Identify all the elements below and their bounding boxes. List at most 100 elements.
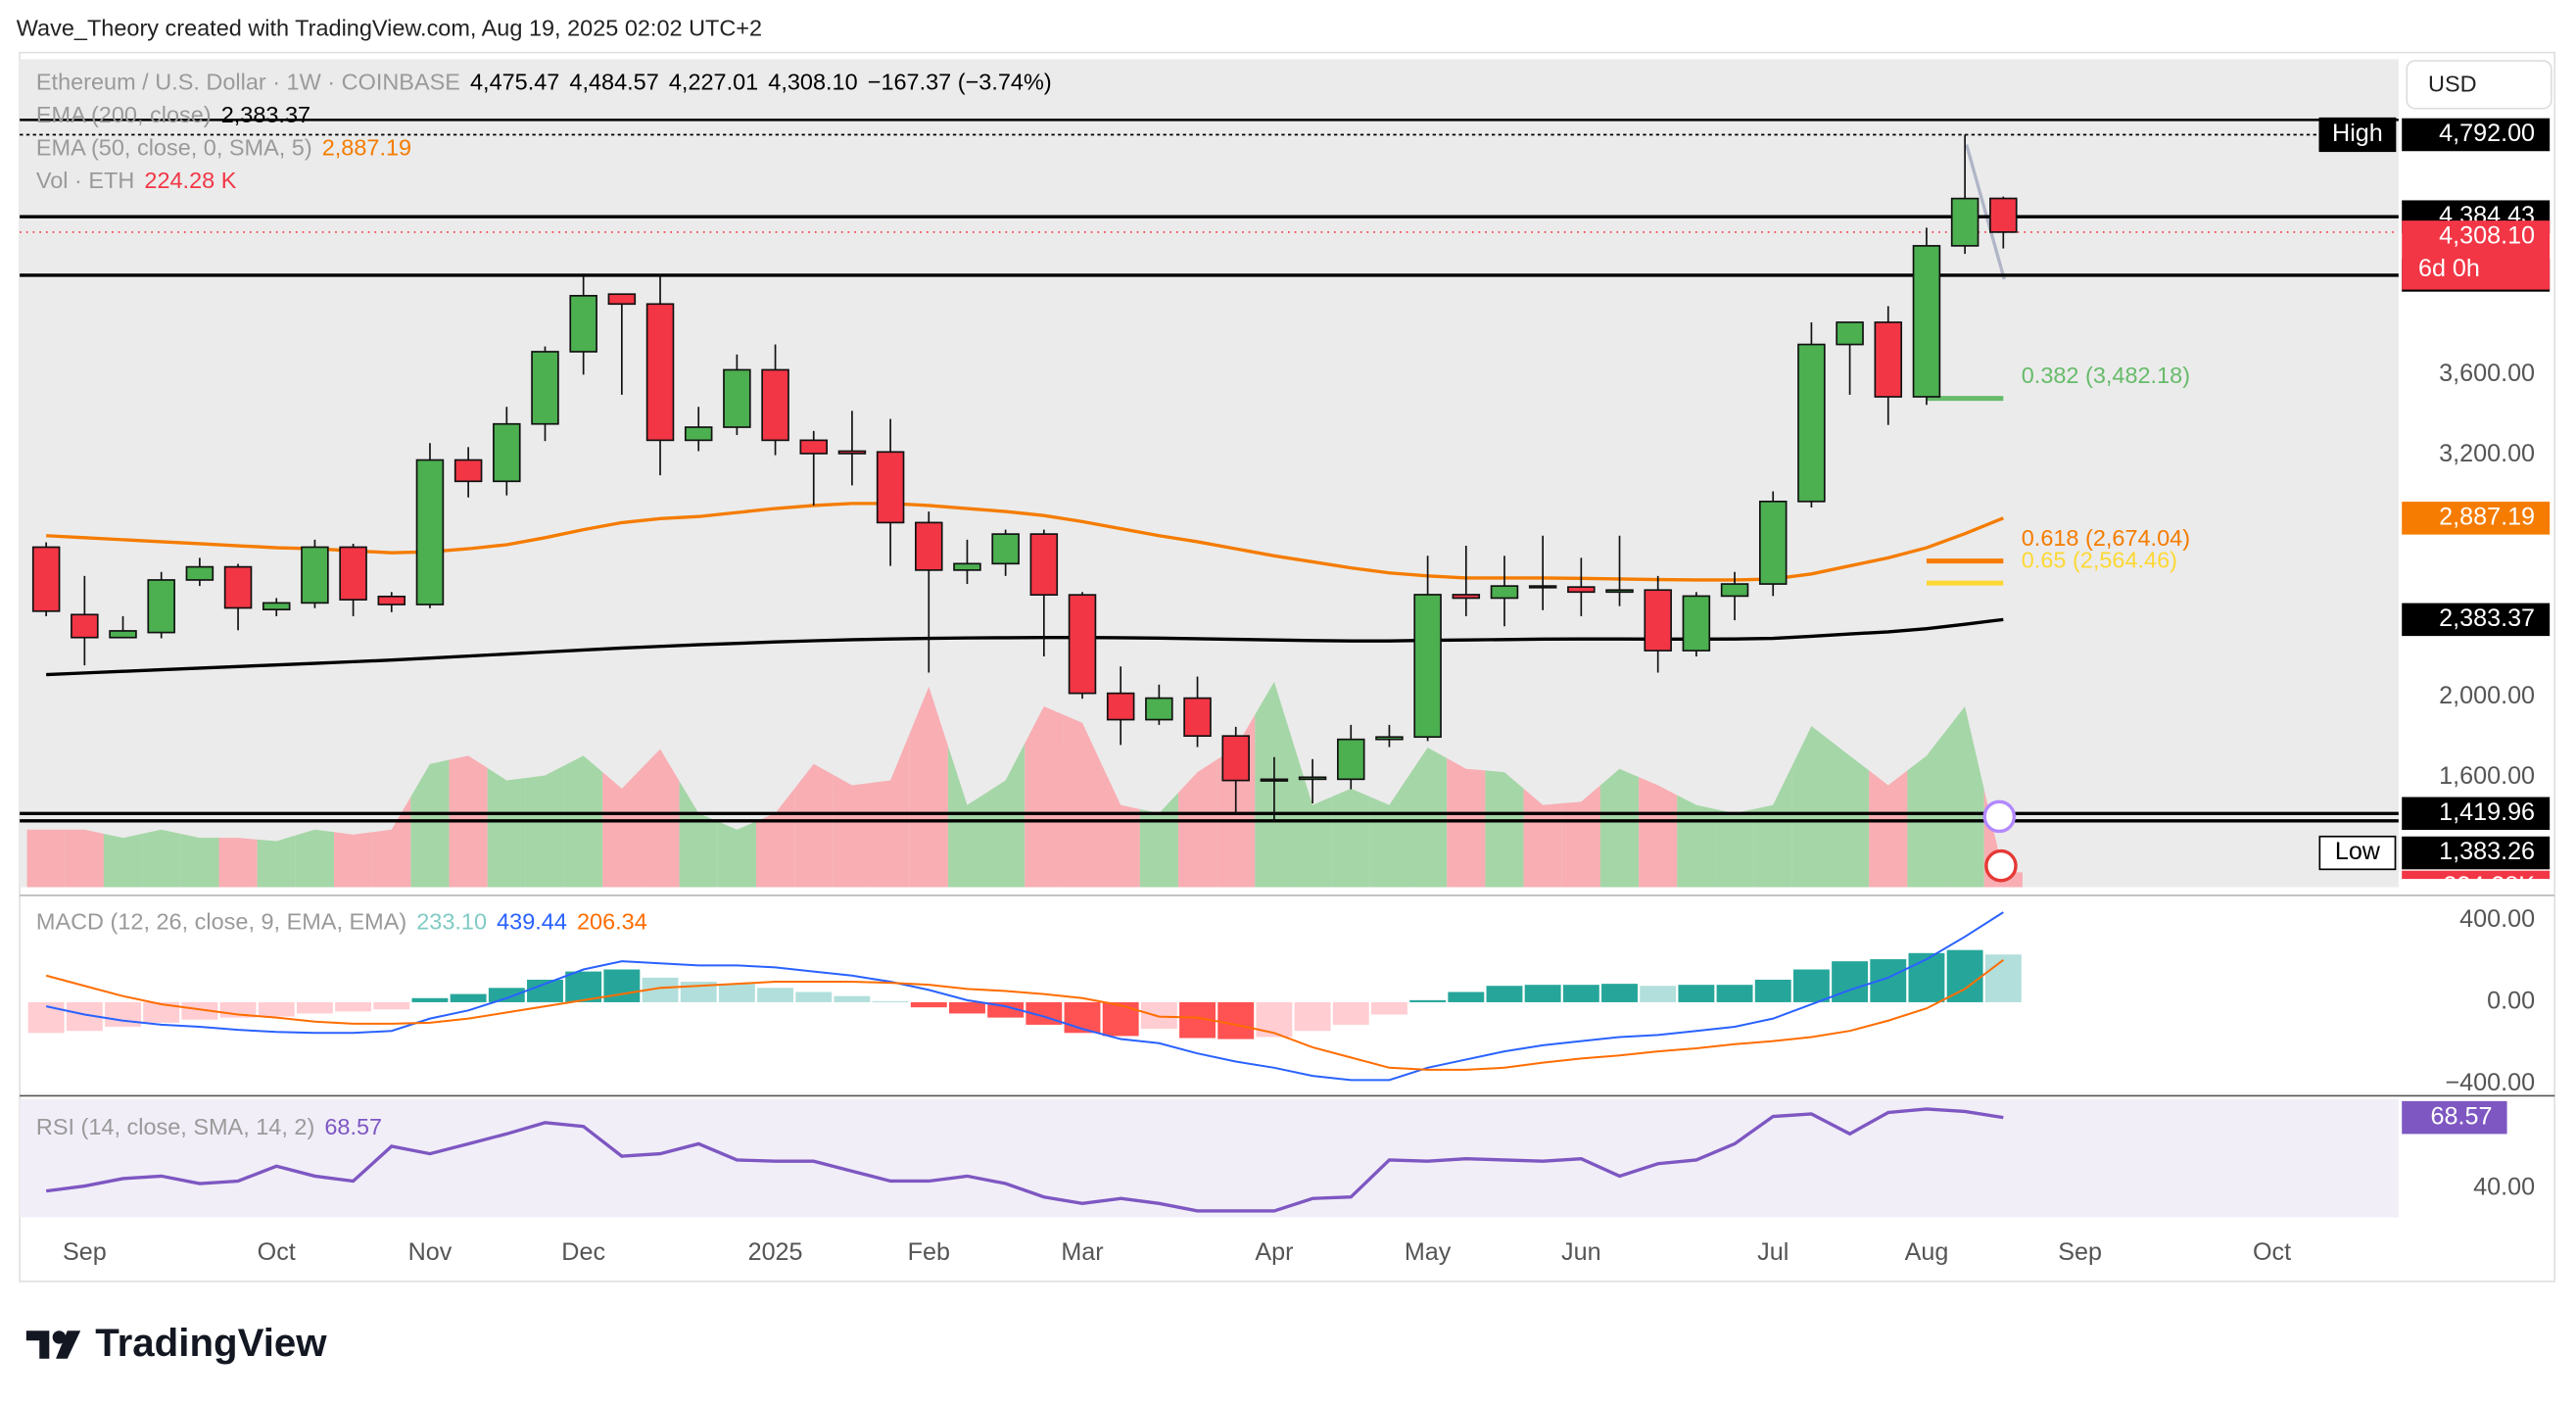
ema-label: 2,383.37 [2439, 605, 2535, 632]
logo-icon [25, 1330, 81, 1359]
volume-area [679, 781, 718, 888]
macd-bar [1946, 949, 1983, 1002]
volume-label: 224.28K [2443, 872, 2535, 899]
level-label-box [2402, 118, 2551, 152]
candle-body [991, 533, 1020, 565]
candle-body [415, 459, 445, 605]
legend-item: Vol · ETH [36, 168, 134, 193]
level-name-box [2318, 117, 2397, 153]
macd-bar [834, 995, 871, 1002]
candle-body [1912, 245, 1941, 398]
volume-area [1447, 757, 1486, 888]
candle-body [1644, 589, 1672, 652]
volume-area [641, 749, 680, 888]
candle-body [147, 579, 175, 634]
level-name-box [2318, 835, 2397, 871]
volume-area [986, 743, 1026, 888]
candle-body [684, 426, 713, 442]
volume-area [26, 829, 66, 888]
legend-item: 206.34 [577, 909, 647, 935]
candle-body [1413, 594, 1442, 739]
rsi-line [45, 1107, 2004, 1213]
event-icon [1984, 848, 2018, 883]
frame [19, 51, 2556, 1282]
macd-line [45, 911, 2004, 1082]
macd-bar [1984, 954, 2022, 1002]
logo-shape [56, 1330, 81, 1359]
ema-line [46, 617, 2004, 677]
ema-label-box [2402, 502, 2551, 535]
candle-body [1874, 321, 1903, 398]
currency-button[interactable] [2406, 60, 2552, 110]
macd-bar [1486, 986, 1523, 1002]
x-tick-label: Oct [2253, 1238, 2291, 1266]
volume-area [909, 686, 948, 888]
legend-item: 4,227.01 [669, 70, 758, 95]
ema-label: 2,887.19 [2439, 503, 2535, 530]
volume-area [1715, 808, 1754, 888]
legend-item: 233.10 [416, 909, 487, 935]
macd-bar [1102, 1001, 1139, 1037]
volume-area [1907, 731, 1946, 888]
candle-body [531, 351, 559, 425]
macd-bar [296, 1001, 333, 1014]
candle-body [1528, 585, 1557, 589]
x-tick-label: Aug [1905, 1238, 1949, 1266]
legend-item: 224.28 K [144, 168, 236, 193]
volume-area [1869, 770, 1908, 888]
macd-bar [373, 1001, 410, 1010]
candle-body [1490, 585, 1519, 600]
level-name: High [2332, 120, 2383, 147]
x-tick-label: Sep [63, 1238, 107, 1266]
volume-area [257, 835, 296, 888]
x-tick-label: May [1405, 1238, 1452, 1266]
volume-area [1677, 795, 1716, 888]
signal-line [45, 959, 2004, 1071]
macd-bar [27, 1001, 65, 1034]
volume-area [1945, 706, 1984, 888]
candle-body [723, 368, 751, 428]
level-label-box [2402, 836, 2551, 870]
volume-area [410, 759, 450, 888]
volume-label-box [2402, 870, 2551, 880]
x-tick-label: Dec [561, 1238, 605, 1266]
macd-bar [1601, 984, 1638, 1002]
volume-area [1177, 759, 1217, 888]
legend-row: Vol · ETH 224.28 K [36, 168, 237, 193]
macd-bar [335, 1001, 372, 1012]
volume-area [1485, 770, 1524, 888]
macd-bar [949, 1001, 985, 1014]
legend-item: 2,887.19 [322, 135, 411, 161]
volume-area [1599, 768, 1640, 888]
macd-bar [565, 971, 602, 1002]
candle-body [1298, 776, 1327, 781]
level-label-box [2402, 797, 2551, 831]
ema-label-box [2402, 603, 2551, 637]
trend-line [1965, 144, 2006, 280]
volume-area [1791, 726, 1831, 888]
candle-body [799, 439, 829, 455]
candle-body [569, 295, 597, 353]
last-price: 4,308.10 [2439, 222, 2535, 250]
volume-area [1369, 776, 1409, 888]
macd-bar [1716, 985, 1753, 1002]
legend-item: 2,383.37 [221, 102, 310, 127]
macd-bar [1908, 952, 1945, 1002]
candle-body [1068, 594, 1097, 695]
credit: Wave_Theory created with TradingView.com… [17, 15, 762, 40]
candle-body [262, 602, 291, 610]
candle-body [876, 451, 905, 524]
fib-label: 0.382 (3,482.18) [2022, 363, 2190, 388]
macd-bar [1409, 999, 1447, 1002]
x-tick-label: Nov [408, 1238, 453, 1266]
legend-item: 4,484.57 [569, 70, 658, 95]
volume-area [794, 763, 834, 888]
candle-body [109, 630, 137, 639]
y-tick-label: 1,600.00 [2439, 762, 2535, 790]
macd-bar [181, 1001, 218, 1020]
last-price-box [2402, 220, 2551, 290]
rsi-label-box [2402, 1100, 2507, 1135]
volume-area [65, 829, 104, 888]
candle-body [1682, 595, 1711, 652]
candle-body [71, 613, 99, 639]
